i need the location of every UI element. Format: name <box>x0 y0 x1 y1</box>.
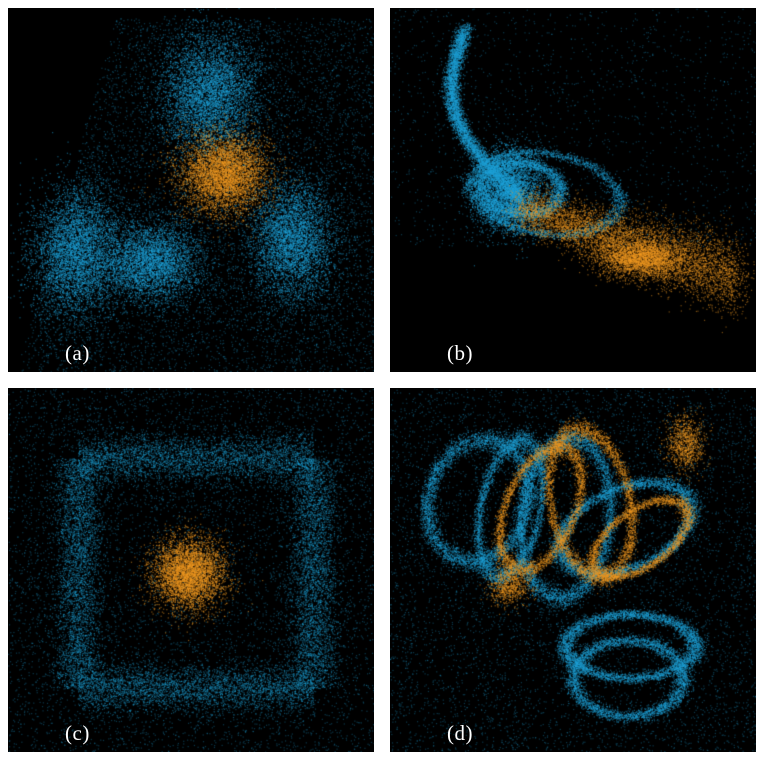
particle-image-d <box>390 388 756 752</box>
particle-image-b <box>390 8 756 372</box>
panel-label-a: (a) <box>65 341 90 365</box>
panel-label-b: (b) <box>447 341 473 365</box>
particle-image-c <box>8 388 374 752</box>
panel-a: (a) <box>8 8 374 372</box>
panel-d: (d) <box>390 388 756 752</box>
panel-label-c: (c) <box>65 721 90 745</box>
panel-b: (b) <box>390 8 756 372</box>
particle-image-a <box>8 8 374 372</box>
panel-c: (c) <box>8 388 374 752</box>
panel-label-d: (d) <box>447 721 473 745</box>
